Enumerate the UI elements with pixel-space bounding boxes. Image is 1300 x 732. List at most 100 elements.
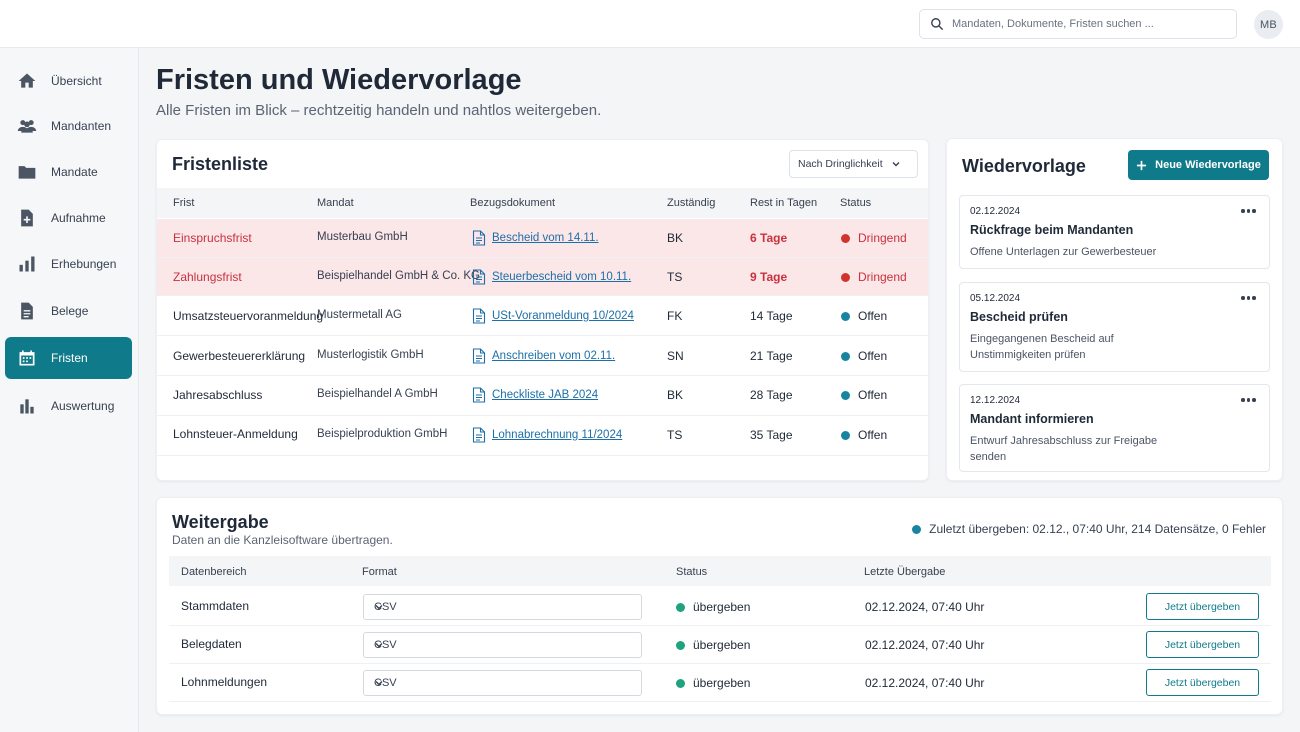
frist-name: Gewerbesteuererklärung [173, 349, 306, 363]
table-row[interactable]: Zahlungsfrist Beispielhandel GmbH & Co. … [157, 258, 928, 296]
chevron-down-icon [375, 643, 383, 648]
sort-select[interactable]: Nach Dringlichkeit [789, 150, 918, 178]
users-icon [17, 120, 37, 133]
status-dot [676, 602, 685, 612]
sidebar-item-label: Mandate [51, 165, 98, 179]
document-cell: Steuerbescheid vom 10.11. [472, 269, 631, 285]
format-select[interactable]: CSV [363, 594, 642, 620]
document-link[interactable]: USt-Voranmeldung 10/2024 [492, 310, 634, 322]
last-transfer-date: 02.12.2024, 07:40 Uhr [865, 600, 985, 614]
transfer-now-button[interactable]: Jetzt übergeben [1146, 593, 1259, 620]
sidebar-item-mandanten[interactable]: Mandanten [5, 105, 132, 147]
mandat-name: Musterlogistik GmbH [317, 349, 424, 361]
status-dot [841, 351, 850, 361]
new-wiedervorlage-label: Neue Wiedervorlage [1155, 159, 1261, 171]
rest-days: 28 Tage [750, 388, 793, 402]
table-row: Lohnmeldungen CSV übergeben 02.12.2024, … [169, 664, 1271, 702]
more-icon[interactable] [1241, 293, 1257, 303]
weitergabe-title: Weitergabe [172, 512, 269, 532]
table-row[interactable]: Umsatzsteuervoranmeldung Mustermetall AG… [157, 296, 928, 336]
column-header: Status [840, 197, 872, 209]
document-icon [472, 230, 486, 246]
document-icon [472, 427, 486, 443]
wiedervorlage-item[interactable]: 05.12.2024 Bescheid prüfen Eingegangenen… [959, 282, 1270, 372]
task-date: 02.12.2024 [970, 206, 1021, 217]
column-header: Frist [173, 197, 195, 209]
status-label: Offen [858, 309, 888, 323]
document-link[interactable]: Lohnabrechnung 11/2024 [492, 429, 623, 441]
document-icon [472, 348, 486, 364]
fristenliste-card: Fristenliste Nach Dringlichkeit Frist Ma… [156, 139, 929, 481]
wiedervorlage-item[interactable]: 02.12.2024 Rückfrage beim Mandanten Offe… [959, 195, 1270, 269]
status-label: übergeben [693, 600, 751, 614]
top-bar: MB [0, 0, 1300, 48]
sidebar-item-aufnahme[interactable]: Aufnahme [5, 197, 132, 239]
status-dot [841, 272, 850, 282]
sidebar-item-label: Belege [51, 304, 89, 318]
bar-chart-icon [19, 256, 35, 272]
document-link[interactable]: Bescheid vom 14.11. [492, 232, 599, 244]
sidebar-item-auswertung[interactable]: Auswertung [5, 385, 132, 427]
zustaendig-initials: BK [667, 231, 684, 245]
table-row[interactable]: Gewerbesteuererklärung Musterlogistik Gm… [157, 336, 928, 376]
status-badge: übergeben [676, 676, 750, 690]
sort-select-label: Nach Dringlichkeit [798, 158, 883, 170]
format-value: CSV [374, 639, 397, 651]
document-icon [472, 387, 486, 403]
task-title: Rückfrage beim Mandanten [970, 223, 1134, 237]
table-row[interactable]: Jahresabschluss Beispielhandel A GmbH Ch… [157, 376, 928, 416]
search-icon [931, 18, 943, 30]
sidebar-item-label: Erhebungen [51, 257, 117, 271]
column-header: Rest in Tagen [750, 197, 818, 209]
document-link[interactable]: Steuerbescheid vom 10.11. [492, 271, 632, 283]
page-subtitle: Alle Fristen im Blick – rechtzeitig hand… [156, 102, 602, 119]
status-dot [676, 678, 685, 688]
transfer-now-button[interactable]: Jetzt übergeben [1146, 669, 1259, 696]
table-row[interactable]: Lohnsteuer-Anmeldung Beispielproduktion … [157, 416, 928, 456]
sidebar-item-mandate[interactable]: Mandate [5, 151, 132, 193]
user-avatar[interactable]: MB [1254, 10, 1283, 39]
mandat-name: Mustermetall AG [317, 309, 402, 321]
format-select[interactable]: CSV [363, 632, 642, 658]
transfer-now-button[interactable]: Jetzt übergeben [1146, 631, 1259, 658]
sidebar-item-uebersicht[interactable]: Übersicht [5, 60, 132, 102]
search-box[interactable] [919, 9, 1237, 39]
zustaendig-initials: TS [667, 428, 683, 442]
frist-name: Lohnsteuer-Anmeldung [173, 427, 298, 441]
chevron-down-icon [892, 162, 900, 167]
document-cell: Lohnabrechnung 11/2024 [472, 427, 622, 443]
format-select[interactable]: CSV [363, 670, 642, 696]
last-transfer-text: Zuletzt übergeben: 02.12., 07:40 Uhr, 21… [929, 522, 1266, 536]
rest-days: 6 Tage [750, 231, 788, 245]
mandat-name: Beispielproduktion GmbH [317, 428, 448, 440]
status-badge: Offen [841, 388, 887, 402]
table-row: Stammdaten CSV übergeben 02.12.2024, 07:… [169, 588, 1271, 626]
status-label: Dringend [858, 231, 907, 245]
sidebar-item-fristen[interactable]: Fristen [5, 337, 132, 379]
status-badge: Offen [841, 349, 887, 363]
more-icon[interactable] [1241, 395, 1257, 405]
frist-name: Umsatzsteuervoranmeldung [173, 309, 324, 323]
chevron-down-icon [375, 605, 383, 610]
folder-icon [18, 166, 36, 179]
sidebar-item-belege[interactable]: Belege [5, 290, 132, 332]
table-row[interactable]: Einspruchsfrist Musterbau GmbH Bescheid … [157, 219, 928, 258]
status-badge: Offen [841, 309, 887, 323]
table-row: Belegdaten CSV übergeben 02.12.2024, 07:… [169, 626, 1271, 664]
sidebar-item-erhebungen[interactable]: Erhebungen [5, 243, 132, 285]
document-cell: Bescheid vom 14.11. [472, 230, 599, 246]
document-link[interactable]: Checkliste JAB 2024 [492, 389, 599, 401]
home-icon [18, 73, 36, 88]
more-icon[interactable] [1241, 206, 1257, 216]
new-wiedervorlage-button[interactable]: Neue Wiedervorlage [1128, 150, 1269, 180]
chart-icon [20, 399, 34, 414]
column-header: Datenbereich [181, 566, 247, 578]
document-link[interactable]: Anschreiben vom 02.11. [492, 350, 616, 362]
calendar-icon [19, 350, 35, 366]
sidebar: Übersicht Mandanten Mandate Aufnahme Erh… [0, 48, 139, 732]
search-input[interactable] [952, 18, 1212, 30]
frist-name: Zahlungsfrist [173, 270, 242, 284]
wiedervorlage-item[interactable]: 12.12.2024 Mandant informieren Entwurf J… [959, 384, 1270, 472]
weitergabe-subtitle: Daten an die Kanzleisoftware übertragen. [172, 533, 393, 547]
status-label: übergeben [693, 638, 751, 652]
